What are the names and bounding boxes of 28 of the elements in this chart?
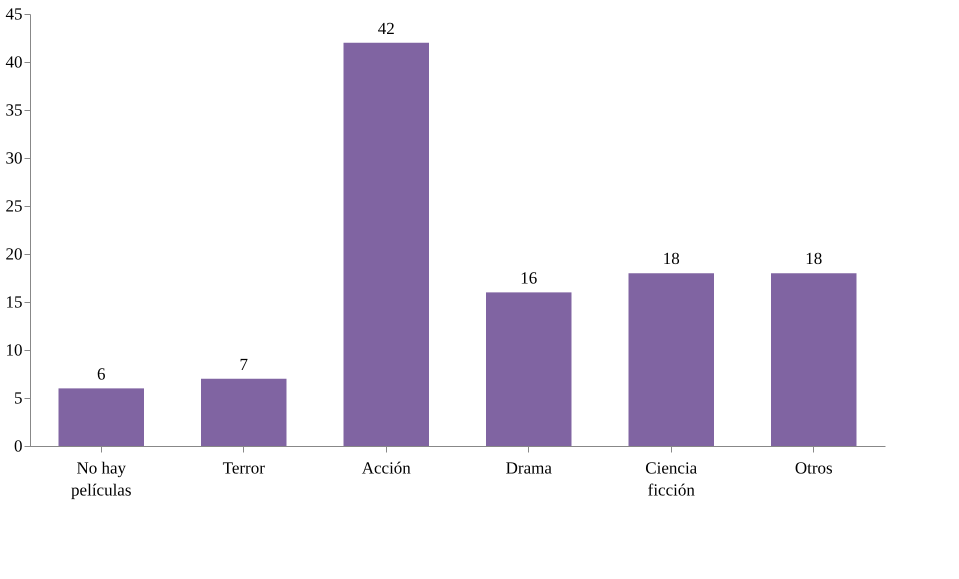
y-tick-label: 5	[14, 388, 22, 408]
data-label: 18	[805, 249, 822, 268]
data-label: 7	[240, 354, 248, 374]
y-tick-label: 40	[6, 52, 22, 72]
data-label: 18	[662, 249, 680, 268]
x-tick-label: Terror	[222, 458, 266, 478]
data-label: 16	[520, 268, 538, 288]
bar	[486, 292, 572, 446]
y-tick-label: 30	[6, 148, 22, 168]
x-tick-label: Otros	[794, 458, 833, 478]
bar	[628, 273, 714, 446]
y-tick-label: 25	[6, 196, 22, 216]
y-tick-label: 20	[6, 244, 22, 264]
bar	[201, 378, 286, 446]
y-tick-label: 10	[6, 340, 22, 360]
bar	[344, 42, 429, 446]
x-tick-label: Ciencia ficción	[645, 458, 698, 500]
y-tick-label: 0	[14, 436, 22, 456]
x-tick-label: No hay películas	[71, 458, 132, 500]
bar	[58, 388, 144, 446]
data-label: 6	[97, 364, 106, 384]
bar	[771, 273, 856, 446]
x-tick-label: Drama	[506, 458, 552, 478]
x-tick-label: Acción	[362, 458, 412, 478]
y-tick-label: 15	[6, 292, 22, 312]
y-tick-label: 35	[6, 100, 22, 120]
y-tick-label: 45	[6, 4, 22, 24]
data-label: 42	[378, 18, 395, 38]
